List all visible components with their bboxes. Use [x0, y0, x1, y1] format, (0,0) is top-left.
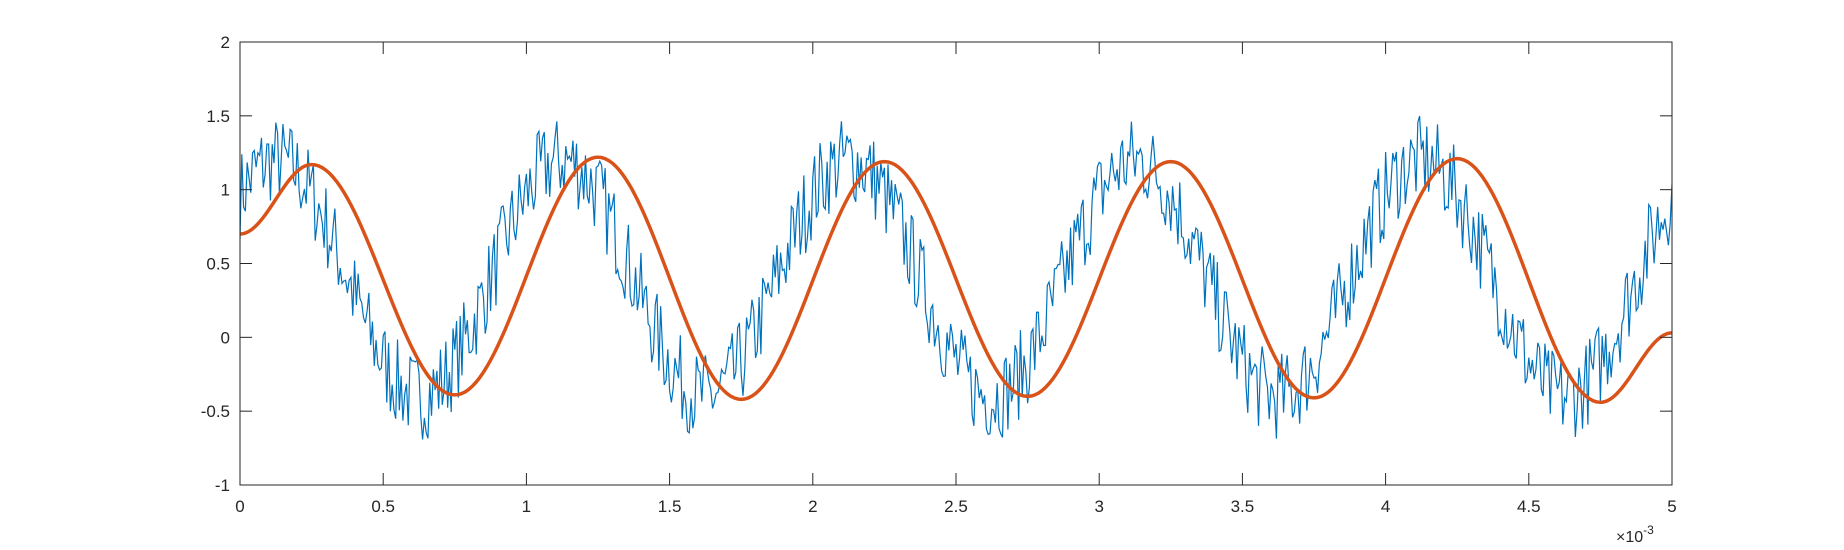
x-axis-exponent-label: ×10-3 [1616, 523, 1654, 546]
y-tick-label: -0.5 [201, 402, 230, 421]
x-tick-label: 2.5 [944, 497, 968, 516]
axes-box [239, 41, 1673, 486]
y-tick-label: 1.5 [206, 107, 230, 126]
x-tick-label: 1 [522, 497, 531, 516]
y-axis: -1 -0.5 0 0.5 1 1.5 2 [201, 33, 1672, 495]
series-noisy-signal [240, 115, 1672, 440]
x-tick-label: 3.5 [1231, 497, 1255, 516]
x-tick-label: 4.5 [1517, 497, 1541, 516]
y-tick-label: 0 [221, 328, 230, 347]
y-tick-label: 2 [221, 33, 230, 52]
x-tick-label: 0 [235, 497, 244, 516]
x-tick-label: 1.5 [658, 497, 682, 516]
axes-frame [239, 41, 1673, 486]
x-tick-label: 4 [1381, 497, 1390, 516]
x-tick-label: 5 [1667, 497, 1676, 516]
x-tick-label: 0.5 [371, 497, 395, 516]
y-tick-label: -1 [215, 476, 230, 495]
x-tick-label: 3 [1094, 497, 1103, 516]
x-tick-label: 2 [808, 497, 817, 516]
y-tick-label: 0.5 [206, 255, 230, 274]
x-axis: 0 0.5 1 1.5 2 2.5 3 3.5 4 4.5 5 [235, 42, 1677, 516]
series-smoothed-signal [240, 155, 1672, 405]
y-tick-label: 1 [221, 181, 230, 200]
plot-area [240, 115, 1672, 440]
